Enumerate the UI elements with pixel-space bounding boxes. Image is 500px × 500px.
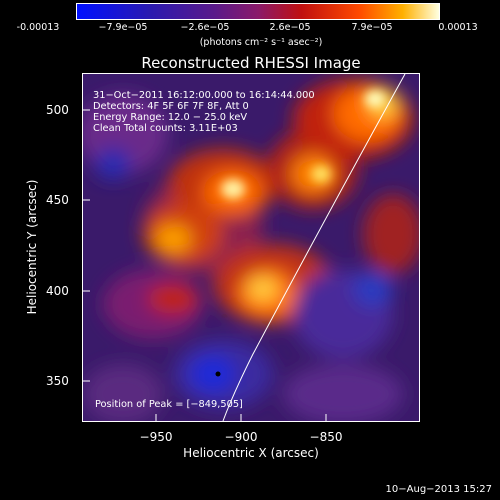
x-tick-label: −900 [224, 430, 258, 444]
rhessi-image: 31−Oct−2011 16:12:00.000 to 16:14:44.000… [82, 73, 420, 422]
info-line: Detectors: 4F 5F 6F 7F 8F, Att 0 [93, 101, 249, 112]
info-line: Clean Total counts: 3.11E+03 [93, 123, 238, 134]
info-line: 31−Oct−2011 16:12:00.000 to 16:14:44.000 [93, 90, 315, 101]
colorbar [76, 3, 440, 20]
peak-position-label: Position of Peak = [−849,505] [95, 399, 243, 410]
y-tick-label: 350 [46, 374, 69, 388]
y-tick-label: 500 [46, 103, 69, 117]
x-tick-label: −950 [139, 430, 173, 444]
colorbar-tick-label: 0.00013 [438, 22, 478, 33]
x-axis-label: Heliocentric X (arcsec) [183, 446, 319, 460]
y-tick-label: 450 [46, 193, 69, 207]
colorbar-tick-label: 2.6e−05 [269, 22, 311, 33]
colorbar-tick-label: −2.6e−05 [180, 22, 230, 33]
colorbar-units: (photons cm⁻² s⁻¹ asec⁻²) [199, 37, 323, 48]
colorbar-tick-label: -0.00013 [16, 22, 60, 33]
y-tick-label: 400 [46, 284, 69, 298]
x-tick-label: −850 [309, 430, 343, 444]
timestamp: 10−Aug−2013 15:27 [385, 484, 492, 495]
colorbar-tick-label: 7.9e−05 [351, 22, 393, 33]
colorbar-tick-label: −7.9e−05 [98, 22, 148, 33]
y-axis-label: Heliocentric Y (arcsec) [25, 179, 39, 315]
info-line: Energy Range: 12.0 − 25.0 keV [93, 112, 248, 123]
peak-marker [215, 371, 221, 377]
plot-title: Reconstructed RHESSI Image [141, 54, 361, 72]
